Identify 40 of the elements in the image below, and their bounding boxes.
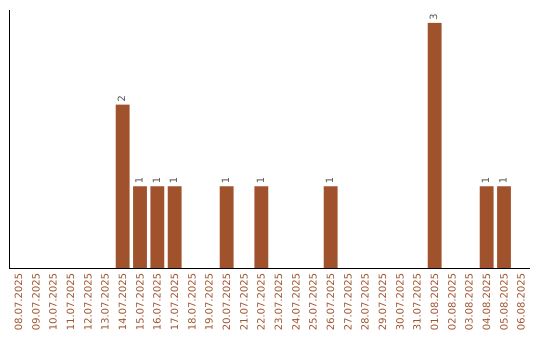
x-tick-label: 14.07.2025 xyxy=(118,273,129,330)
x-tick-label: 01.08.2025 xyxy=(430,273,441,330)
x-tick-label: 30.07.2025 xyxy=(395,273,406,330)
x-tick-label: 08.07.2025 xyxy=(14,273,25,330)
x-tick-label: 19.07.2025 xyxy=(204,273,216,330)
x-tick-label: 04.08.2025 xyxy=(482,273,493,330)
data-label: 1 xyxy=(498,176,510,184)
x-tick-label: 17.07.2025 xyxy=(170,273,181,330)
x-tick-label: 12.07.2025 xyxy=(83,273,94,330)
x-tick-label: 16.07.2025 xyxy=(152,273,164,330)
data-label: 1 xyxy=(325,176,336,184)
x-tick-label: 20.07.2025 xyxy=(222,273,233,330)
x-tick-label: 02.08.2025 xyxy=(447,273,458,330)
data-label: 3 xyxy=(429,14,440,20)
data-label: 1 xyxy=(169,176,180,184)
x-tick-label: 06.08.2025 xyxy=(516,273,528,330)
data-label: 1 xyxy=(481,176,492,184)
x-tick-label: 09.07.2025 xyxy=(31,273,42,330)
x-tick-label: 28.07.2025 xyxy=(360,273,372,330)
data-label: 1 xyxy=(256,176,267,184)
x-tick-label: 25.07.2025 xyxy=(308,273,320,330)
data-label: 1 xyxy=(221,176,232,184)
x-tick-label: 22.07.2025 xyxy=(256,273,268,330)
data-label: 1 xyxy=(152,176,163,184)
x-tick-label: 23.07.2025 xyxy=(274,273,285,330)
x-tick-label: 03.08.2025 xyxy=(464,273,476,330)
x-tick-label: 24.07.2025 xyxy=(291,273,302,330)
x-tick-label: 29.07.2025 xyxy=(378,273,389,330)
x-tick-label: 15.07.2025 xyxy=(135,273,146,330)
x-tick-label: 05.08.2025 xyxy=(499,273,510,330)
x-tick-label: 18.07.2025 xyxy=(187,273,198,330)
data-label: 2 xyxy=(117,95,128,102)
x-tick-label: 27.07.2025 xyxy=(343,273,354,330)
x-tick-label: 10.07.2025 xyxy=(48,273,60,330)
x-tick-label: 26.07.2025 xyxy=(326,273,337,330)
data-label: 1 xyxy=(134,176,146,184)
x-tick-label: 11.07.2025 xyxy=(66,273,77,330)
x-tick-label: 13.07.2025 xyxy=(100,273,112,330)
x-tick-label: 31.07.2025 xyxy=(412,273,424,330)
x-tick-label: 21.07.2025 xyxy=(239,273,250,330)
